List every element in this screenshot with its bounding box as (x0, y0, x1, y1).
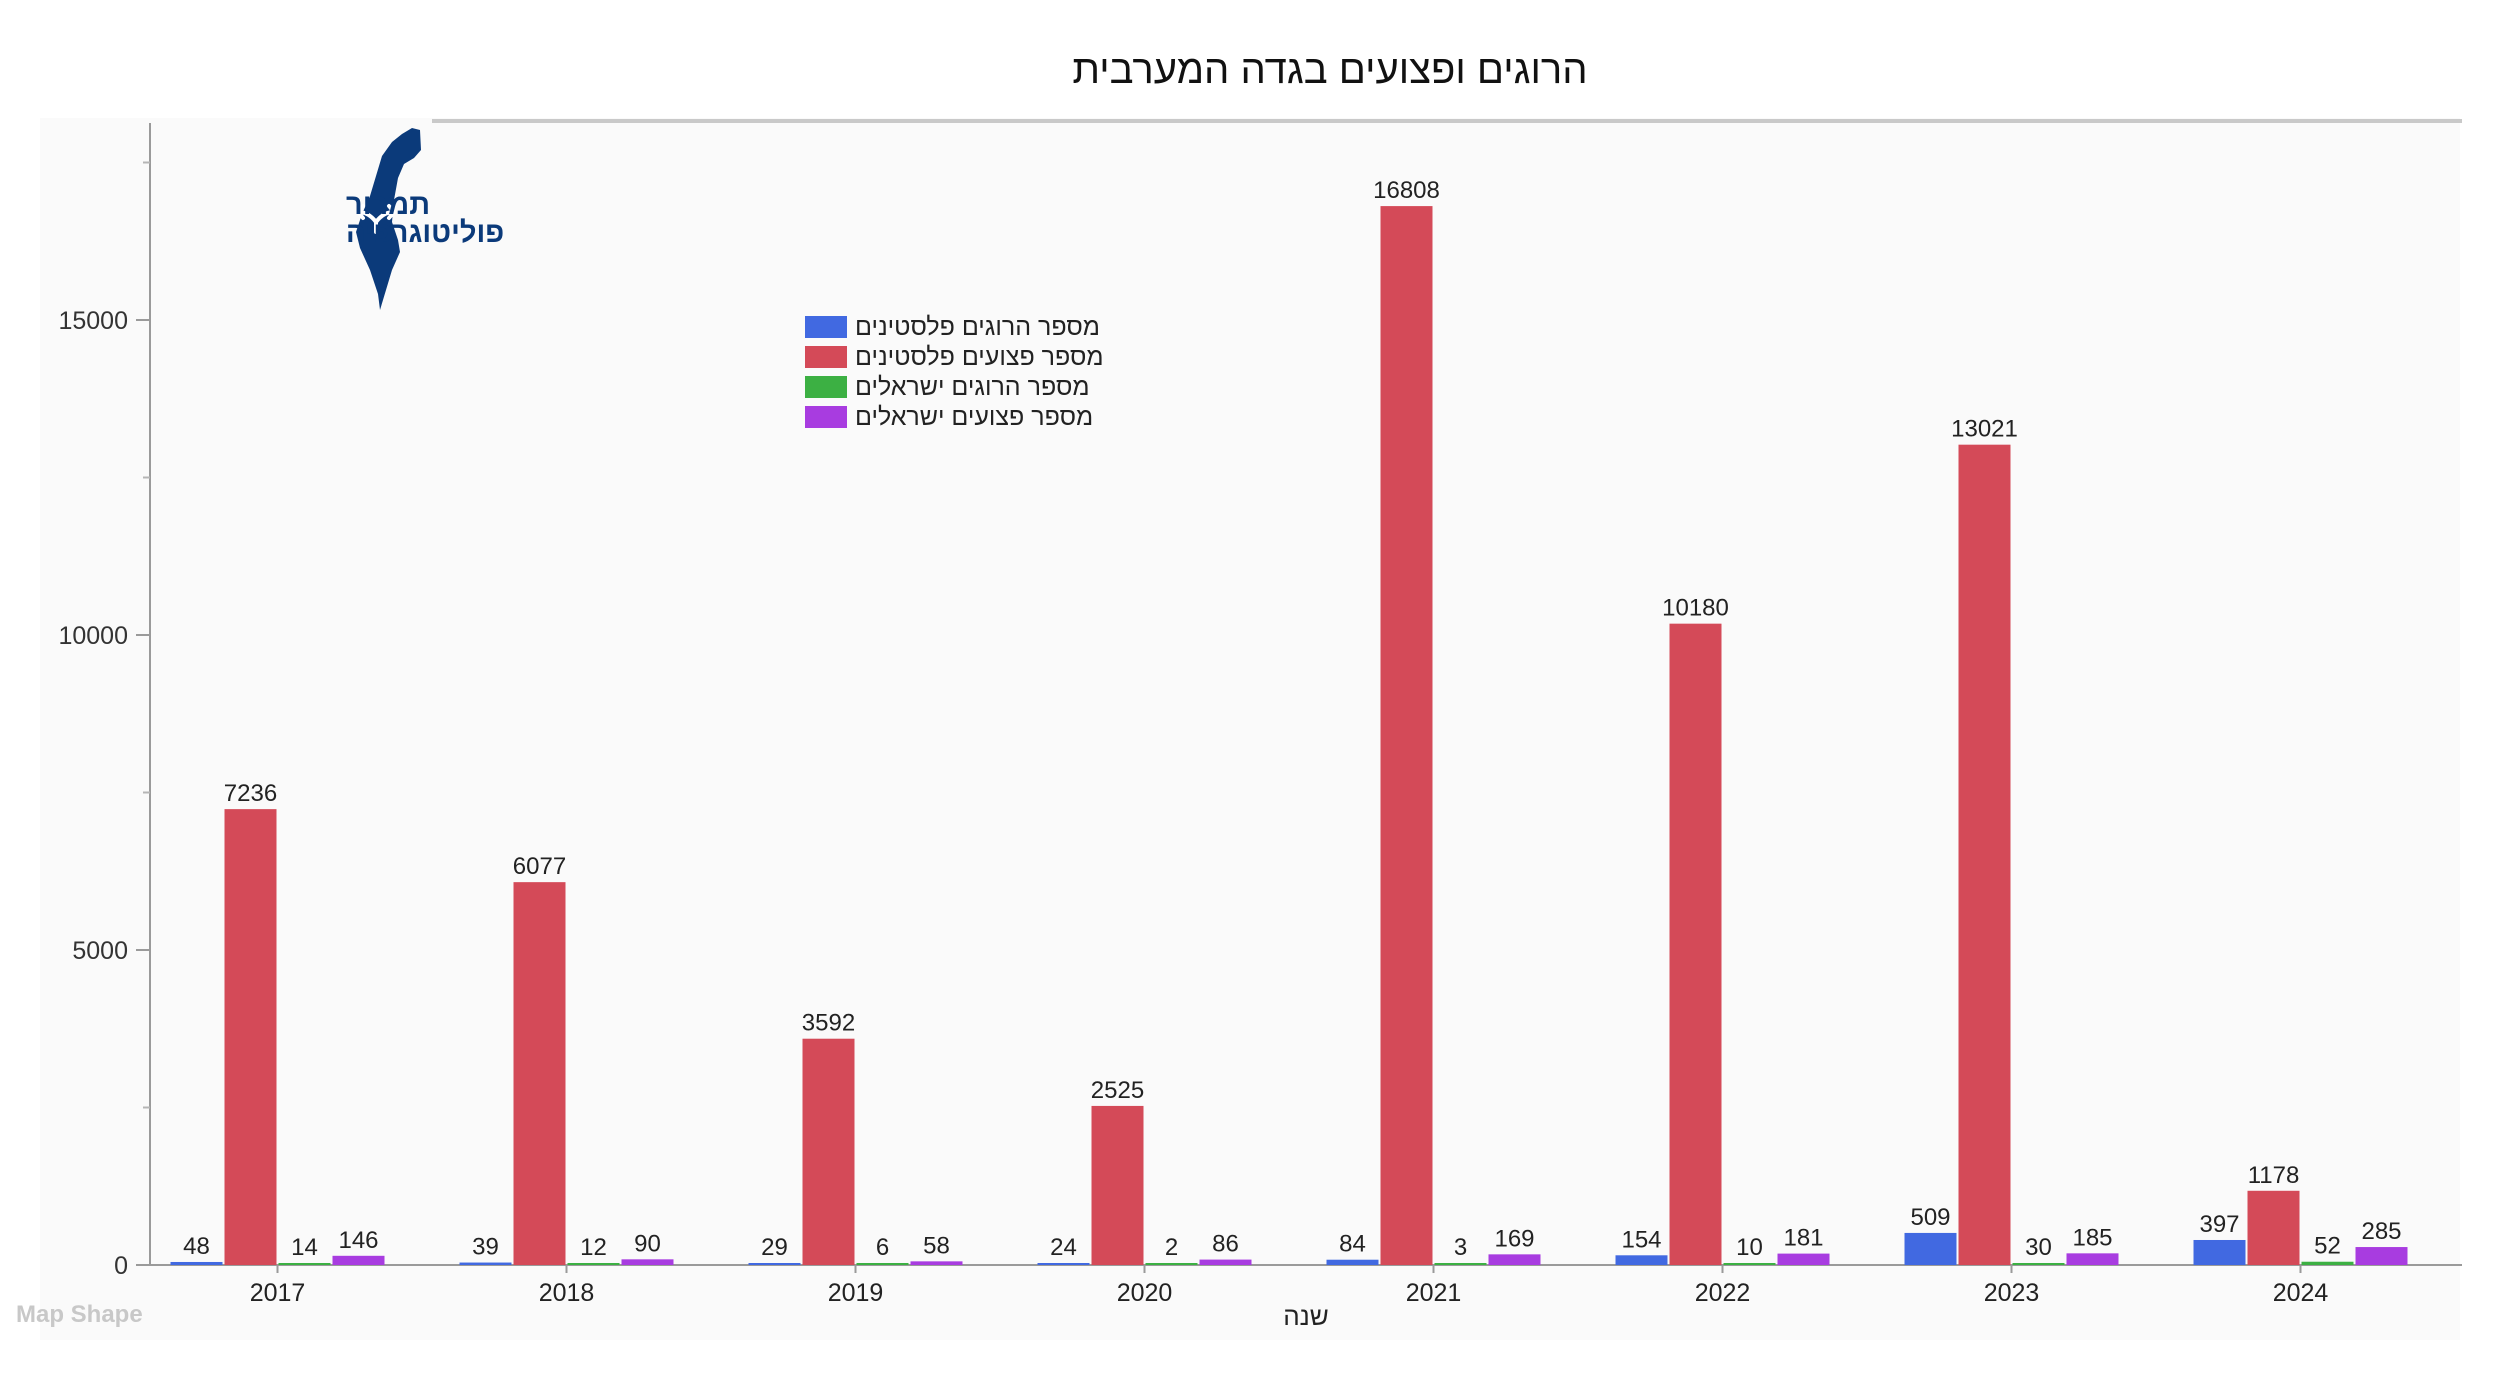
bar-2021-series-3 (1434, 1263, 1487, 1265)
x-tick-label: 2021 (1406, 1279, 1462, 1307)
bar-2017-series-2 (224, 809, 277, 1265)
bar-2021-series-4 (1488, 1254, 1541, 1265)
bar-2022-series-3 (1723, 1263, 1776, 1265)
x-axis-title: שנה (1283, 1301, 1329, 1331)
bar-2024-series-1 (2193, 1239, 2246, 1265)
bar-2022-series-2 (1669, 623, 1722, 1265)
bar-value-label: 3 (1454, 1234, 1467, 1261)
x-tick-label: 2018 (539, 1279, 595, 1307)
bar-value-label: 84 (1339, 1231, 1366, 1258)
bar-2017-series-3 (278, 1263, 331, 1265)
bar-value-label: 48 (183, 1233, 210, 1260)
bar-2022-series-4 (1777, 1253, 1830, 1265)
bar-value-label: 90 (634, 1230, 661, 1257)
directions-sign-icon (356, 204, 396, 234)
bar-2020-series-1 (1037, 1263, 1090, 1265)
chart-title: הרוגים ופצועים בגדה המערבית (1072, 48, 1588, 92)
bar-value-label: 146 (338, 1227, 378, 1254)
bar-value-label: 285 (2361, 1218, 2401, 1245)
bar-2020-series-2 (1091, 1105, 1144, 1265)
bar-2022-series-1 (1615, 1255, 1668, 1265)
bar-value-label: 1178 (2248, 1162, 2300, 1189)
bar-2019-series-2 (802, 1038, 855, 1265)
y-tick-label: 10000 (58, 622, 128, 650)
bars-group (170, 206, 2408, 1266)
legend-swatch (805, 406, 847, 428)
value-labels-group: 48 7236 14 146 39 6077 12 90 29 3592 6 58 24 2525 2 86 8… (183, 177, 2401, 1261)
y-tick-label: 0 (114, 1252, 128, 1280)
bar-value-label: 2 (1165, 1234, 1178, 1261)
legend-swatch (805, 316, 847, 338)
bar-value-label: 86 (1212, 1231, 1239, 1258)
y-axis-minor-ticks (143, 161, 150, 1109)
bar-2020-series-3 (1145, 1263, 1198, 1265)
bar-value-label: 154 (1621, 1226, 1661, 1253)
bar-value-label: 30 (2025, 1234, 2052, 1261)
bar-value-label: 185 (2072, 1224, 2112, 1251)
bar-value-label: 6 (876, 1234, 889, 1261)
bar-2019-series-4 (910, 1261, 963, 1265)
x-tick-label: 2020 (1117, 1279, 1173, 1307)
legend-label: מספר פצועים פלסטינים (855, 343, 1104, 371)
bar-value-label: 24 (1050, 1234, 1077, 1261)
y-tick-label: 15000 (58, 307, 128, 335)
plot-area-background (40, 118, 2460, 1340)
bar-value-label: 7236 (224, 780, 277, 807)
legend-swatch (805, 346, 847, 368)
y-axis-ticks: 0 5000 10000 15000 (58, 307, 150, 1280)
legend-label: מספר פצועים ישראלים (855, 403, 1093, 431)
bar-2018-series-4 (621, 1259, 674, 1265)
bar-2024-series-3 (2301, 1261, 2354, 1265)
bar-2024-series-4 (2355, 1247, 2408, 1265)
logo: תמרור פוליטוגרפיה (346, 128, 504, 310)
bar-value-label: 52 (2314, 1233, 2341, 1260)
bar-value-label: 6077 (513, 853, 566, 880)
bar-value-label: 14 (291, 1234, 318, 1261)
legend-label: מספר הרוגים ישראלים (855, 373, 1090, 401)
legend-swatch (805, 376, 847, 398)
bar-2023-series-3 (2012, 1263, 2065, 1265)
bar-value-label: 58 (923, 1232, 950, 1259)
bar-value-label: 16808 (1373, 177, 1440, 204)
bar-value-label: 29 (761, 1234, 788, 1261)
bar-value-label: 10180 (1662, 595, 1729, 622)
bar-2018-series-3 (567, 1263, 620, 1265)
bar-value-label: 509 (1910, 1204, 1950, 1231)
legend-label: מספר הרוגים פלסטינים (855, 313, 1100, 341)
bar-2019-series-3 (856, 1263, 909, 1265)
bar-2020-series-4 (1199, 1259, 1252, 1265)
bar-2021-series-1 (1326, 1259, 1379, 1265)
bar-2018-series-2 (513, 882, 566, 1265)
bar-2017-series-1 (170, 1261, 223, 1265)
bar-value-label: 12 (580, 1234, 607, 1261)
x-tick-label: 2024 (2273, 1279, 2329, 1307)
bar-value-label: 181 (1783, 1225, 1823, 1252)
bar-2024-series-2 (2247, 1190, 2300, 1265)
bar-2023-series-2 (1958, 444, 2011, 1265)
bar-value-label: 397 (2199, 1211, 2239, 1238)
bar-value-label: 2525 (1091, 1077, 1144, 1104)
bar-2019-series-1 (748, 1263, 801, 1265)
watermark-text: Map Shape (16, 1301, 143, 1328)
logo-text-line1: תמרור (346, 189, 430, 221)
x-axis-tick-labels: 2017 2018 2019 2020 2021 2022 2023 2024 (250, 1265, 2329, 1307)
bar-value-label: 13021 (1951, 416, 2018, 443)
logo-text-line2: פוליטוגרפיה (346, 217, 504, 249)
x-tick-label: 2022 (1695, 1279, 1751, 1307)
y-tick-label: 5000 (72, 937, 128, 965)
x-tick-label: 2017 (250, 1279, 306, 1307)
bar-2018-series-1 (459, 1262, 512, 1265)
bar-2021-series-2 (1380, 206, 1433, 1266)
bar-value-label: 39 (472, 1234, 499, 1261)
bar-2023-series-4 (2066, 1253, 2119, 1265)
bar-value-label: 169 (1494, 1225, 1534, 1252)
bar-2017-series-4 (332, 1255, 385, 1265)
x-tick-label: 2019 (828, 1279, 884, 1307)
x-tick-label: 2023 (1984, 1279, 2040, 1307)
bar-2023-series-1 (1904, 1232, 1957, 1265)
bar-value-label: 10 (1736, 1234, 1763, 1261)
bar-value-label: 3592 (802, 1010, 855, 1037)
